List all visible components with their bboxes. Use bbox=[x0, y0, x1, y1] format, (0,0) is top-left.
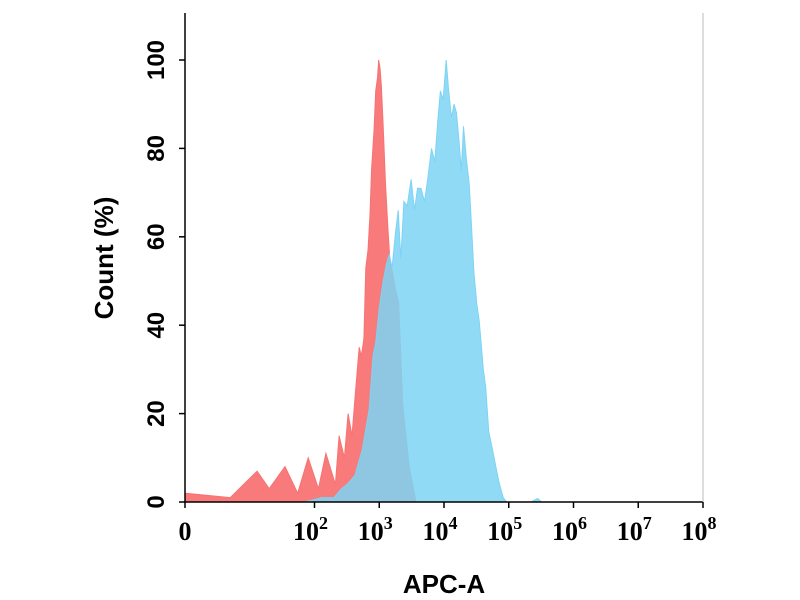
y-tick-label: 60 bbox=[143, 223, 170, 250]
histogram-series-2 bbox=[185, 59, 703, 503]
x-axis-ticks: 0 102 103 104 105 106 107 108 bbox=[179, 502, 717, 546]
x-tick-label: 107 bbox=[617, 513, 652, 546]
y-axis-ticks: 0 20 40 60 80 100 bbox=[143, 40, 185, 509]
plot-area bbox=[184, 59, 703, 503]
y-tick-label: 80 bbox=[143, 135, 170, 162]
x-axis-title: APC-A bbox=[403, 569, 486, 599]
x-tick-label: 104 bbox=[423, 513, 458, 546]
y-tick-label: 0 bbox=[143, 495, 170, 508]
x-tick-label: 102 bbox=[293, 513, 328, 546]
y-tick-label: 40 bbox=[143, 312, 170, 339]
x-tick-label: 0 bbox=[179, 517, 192, 546]
x-tick-label: 108 bbox=[682, 513, 717, 546]
y-axis-title: Count (%) bbox=[89, 197, 119, 320]
y-tick-label: 20 bbox=[143, 400, 170, 427]
x-tick-label: 103 bbox=[358, 513, 393, 546]
x-tick-label: 105 bbox=[487, 513, 522, 546]
x-tick-label: 106 bbox=[552, 513, 587, 546]
y-tick-label: 100 bbox=[143, 40, 170, 80]
